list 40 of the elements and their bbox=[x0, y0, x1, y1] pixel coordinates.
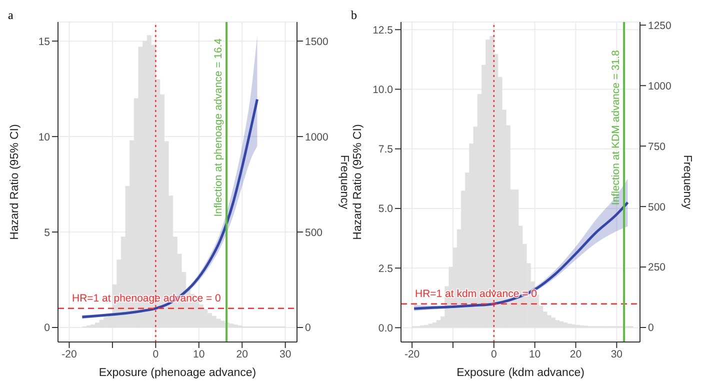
y2-tick-label: 500 bbox=[305, 226, 323, 239]
chart-title: a bbox=[8, 8, 14, 23]
y-axis-title: Hazard Ratio (95% CI) bbox=[352, 124, 364, 240]
x-tick-label: 30 bbox=[610, 348, 623, 360]
x-axis-title: Exposure (kdm advance) bbox=[456, 367, 585, 379]
y-tick-label: 15 bbox=[38, 36, 50, 48]
y-axis-title: Hazard Ratio (95% CI) bbox=[9, 124, 22, 240]
ref-line-label: Inflection at KDM advance = 31.8 bbox=[610, 50, 622, 206]
y2-axis-title: Frequency bbox=[680, 154, 693, 210]
x-tick-label: 30 bbox=[279, 348, 292, 360]
y-tick-label: 10 bbox=[38, 131, 50, 144]
y2-tick-label: 750 bbox=[648, 140, 666, 153]
x-tick-label: 10 bbox=[528, 348, 541, 360]
chart-title: b bbox=[351, 8, 357, 23]
x-tick-label: 0 bbox=[490, 348, 497, 360]
y2-tick-label: 1250 bbox=[648, 20, 672, 32]
y2-tick-label: 500 bbox=[648, 201, 666, 214]
y-tick-label: 10.0 bbox=[372, 84, 394, 96]
y-tick-label: 0 bbox=[44, 322, 50, 334]
x-axis-title: Exposure (phenoage advance) bbox=[98, 367, 256, 379]
x-tick-label: 0 bbox=[152, 348, 159, 360]
y-tick-label: 5 bbox=[44, 226, 50, 239]
y2-tick-label: 1000 bbox=[305, 131, 329, 144]
x-tick-label: 10 bbox=[193, 348, 205, 360]
x-tick-label: 20 bbox=[570, 348, 582, 360]
y2-tick-label: 1500 bbox=[305, 36, 329, 48]
y-tick-label: 12.5 bbox=[372, 24, 394, 36]
y2-axis-title: Frequency bbox=[338, 154, 350, 210]
y2-tick-label: 0 bbox=[648, 322, 654, 334]
y-tick-label: 0.0 bbox=[378, 322, 394, 334]
y-tick-label: 5.0 bbox=[378, 203, 394, 216]
y2-tick-label: 250 bbox=[648, 262, 666, 274]
y-tick-label: 7.5 bbox=[378, 144, 394, 156]
y2-tick-label: 0 bbox=[305, 322, 311, 334]
x-tick-label: 20 bbox=[236, 348, 248, 360]
x-tick-label: -20 bbox=[404, 348, 420, 360]
y-tick-label: 2.5 bbox=[378, 262, 394, 275]
y2-tick-label: 1000 bbox=[648, 80, 672, 92]
ref-line-label: Inflection at phenoage advance = 16.4 bbox=[212, 38, 225, 217]
x-tick-label: -20 bbox=[62, 348, 77, 360]
